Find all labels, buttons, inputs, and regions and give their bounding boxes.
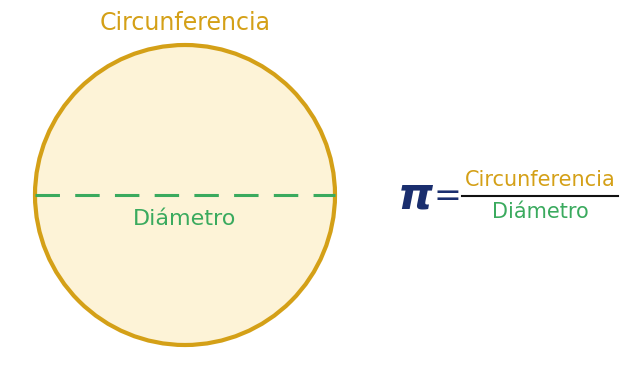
Text: =: = <box>433 179 461 212</box>
Text: Diámetro: Diámetro <box>133 209 237 229</box>
Text: Circunferencia: Circunferencia <box>465 170 616 190</box>
Text: π: π <box>397 174 433 217</box>
Text: Circunferencia: Circunferencia <box>99 11 271 35</box>
Circle shape <box>35 45 335 345</box>
Text: Diámetro: Diámetro <box>492 202 588 222</box>
